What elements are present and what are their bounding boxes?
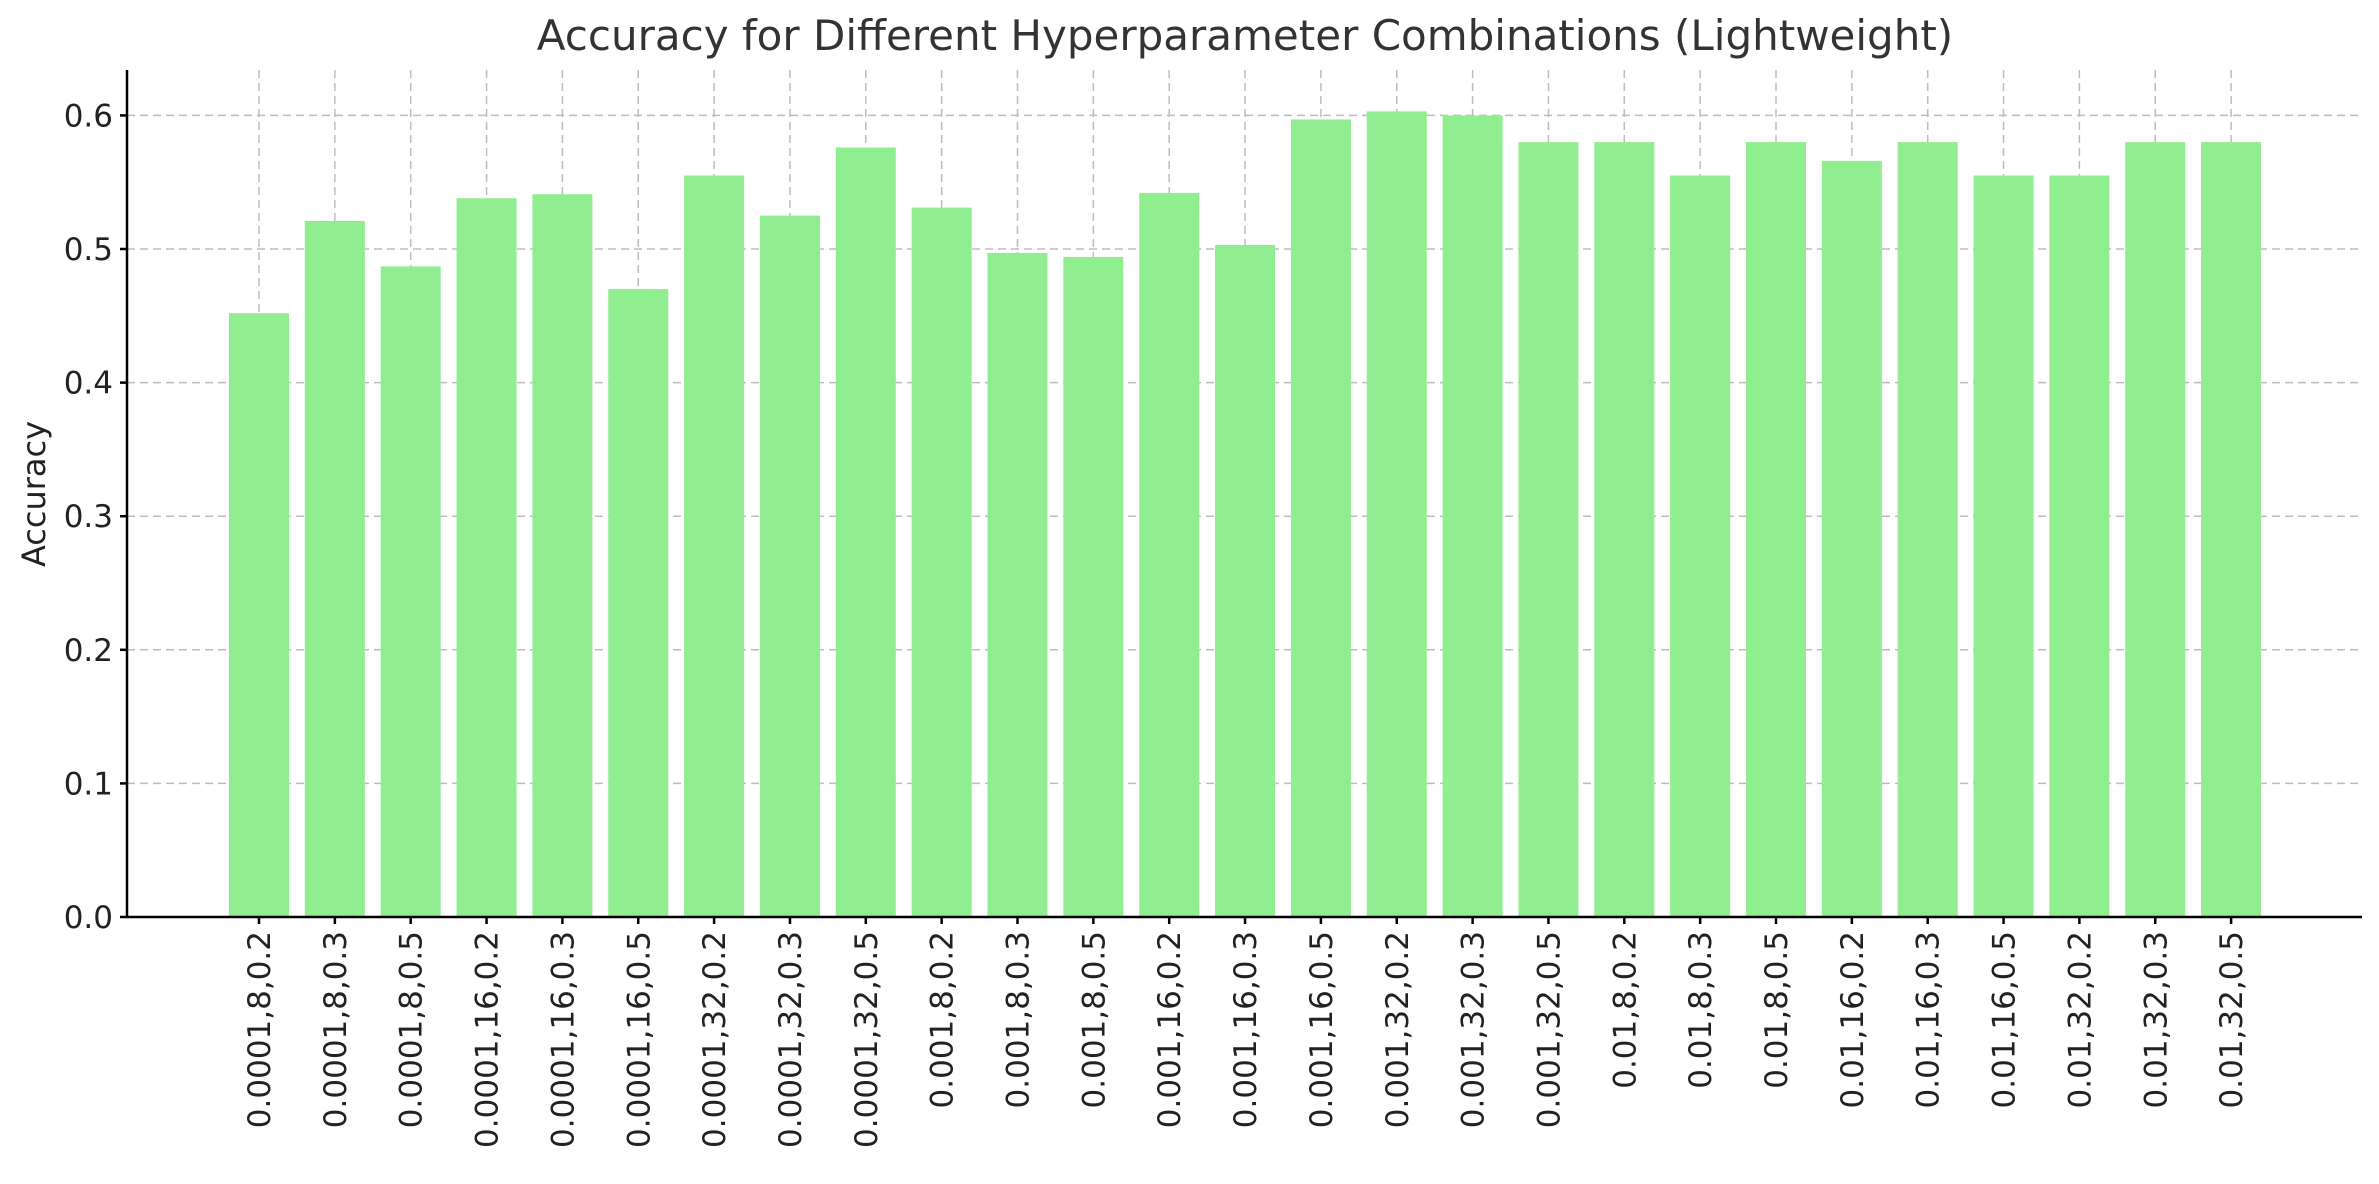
- x-tick-label: 0.0001,32,0.3: [773, 931, 809, 1148]
- y-tick-labels: 0.0 0.1 0.2 0.3 0.4 0.5 0.6: [64, 98, 113, 936]
- bar: [835, 147, 896, 917]
- x-tick-label: 0.001,8,0.5: [1076, 931, 1112, 1108]
- bar: [759, 215, 820, 917]
- x-tick-label: 0.0001,8,0.3: [318, 931, 354, 1128]
- y-tick-label: 0.3: [64, 499, 113, 535]
- x-tick-label: 0.0001,8,0.2: [242, 931, 278, 1128]
- bar: [1746, 142, 1806, 917]
- x-tick-label: 0.0001,8,0.5: [394, 931, 430, 1128]
- y-tick-label: 0.4: [64, 366, 113, 402]
- bar: [1594, 142, 1655, 917]
- x-tick-labels: 0.0001,8,0.2 0.0001,8,0.3 0.0001,8,0.5 0.00…: [242, 931, 2250, 1148]
- bar: [1215, 245, 1276, 917]
- bar: [1366, 111, 1427, 918]
- x-tick-label: 0.001,8,0.3: [1001, 931, 1037, 1108]
- x-tick-label: 0.01,16,0.3: [1911, 931, 1947, 1108]
- x-tick-label: 0.01,32,0.2: [2062, 931, 2098, 1108]
- x-tick-label: 0.001,32,0.3: [1456, 931, 1492, 1128]
- chart-title: Accuracy for Different Hyperparameter Co…: [537, 11, 1953, 60]
- x-tick-label: 0.001,16,0.5: [1304, 931, 1340, 1128]
- bar: [684, 175, 745, 917]
- bar: [1139, 192, 1200, 918]
- bar: [456, 198, 517, 917]
- bar: [987, 253, 1048, 918]
- y-tick-label: 0.6: [64, 98, 113, 134]
- bar: [1897, 142, 1958, 917]
- bar: [229, 313, 289, 917]
- bar: [1442, 115, 1503, 917]
- y-axis-label: Accuracy: [15, 421, 53, 567]
- bar: [304, 220, 365, 917]
- x-tick-label: 0.001,8,0.2: [925, 931, 961, 1108]
- bar: [911, 207, 972, 917]
- x-tick-label: 0.01,8,0.2: [1607, 931, 1643, 1089]
- x-tick-label: 0.0001,16,0.3: [545, 931, 581, 1148]
- x-tick-label: 0.001,32,0.2: [1380, 931, 1416, 1128]
- bar: [1518, 142, 1579, 917]
- y-tick-label: 0.1: [64, 766, 113, 802]
- bar: [2125, 142, 2186, 917]
- x-tick-label: 0.01,16,0.2: [1835, 931, 1871, 1108]
- bars-layer: [229, 111, 2262, 918]
- bar: [2201, 142, 2262, 917]
- x-tick-label: 0.01,8,0.5: [1759, 931, 1795, 1089]
- x-tick-label: 0.01,32,0.5: [2214, 931, 2250, 1108]
- bar: [380, 266, 441, 917]
- bar: [1821, 160, 1882, 917]
- bar: [608, 289, 669, 917]
- x-tick-label: 0.001,16,0.2: [1152, 931, 1188, 1128]
- x-tick-label: 0.001,16,0.3: [1228, 931, 1264, 1128]
- bar: [2049, 175, 2110, 917]
- x-tick-label: 0.0001,32,0.2: [697, 931, 733, 1148]
- x-tick-label: 0.0001,16,0.2: [470, 931, 506, 1148]
- y-tick-label: 0.5: [64, 232, 113, 268]
- x-tick-label: 0.01,32,0.3: [2138, 931, 2174, 1108]
- y-tick-label: 0.0: [64, 900, 113, 936]
- x-tick-label: 0.01,16,0.5: [1987, 931, 2023, 1108]
- bar: [532, 194, 593, 917]
- bar: [1973, 175, 2034, 917]
- x-tick-label: 0.001,32,0.5: [1531, 931, 1567, 1128]
- x-tick-label: 0.01,8,0.3: [1683, 931, 1719, 1089]
- bar: [1670, 175, 1731, 917]
- bar: [1290, 119, 1351, 917]
- bar: [1063, 257, 1124, 918]
- x-tick-label: 0.0001,16,0.5: [621, 931, 657, 1148]
- axes-layer: [120, 70, 2362, 924]
- y-tick-label: 0.2: [64, 633, 113, 669]
- x-tick-label: 0.0001,32,0.5: [849, 931, 885, 1148]
